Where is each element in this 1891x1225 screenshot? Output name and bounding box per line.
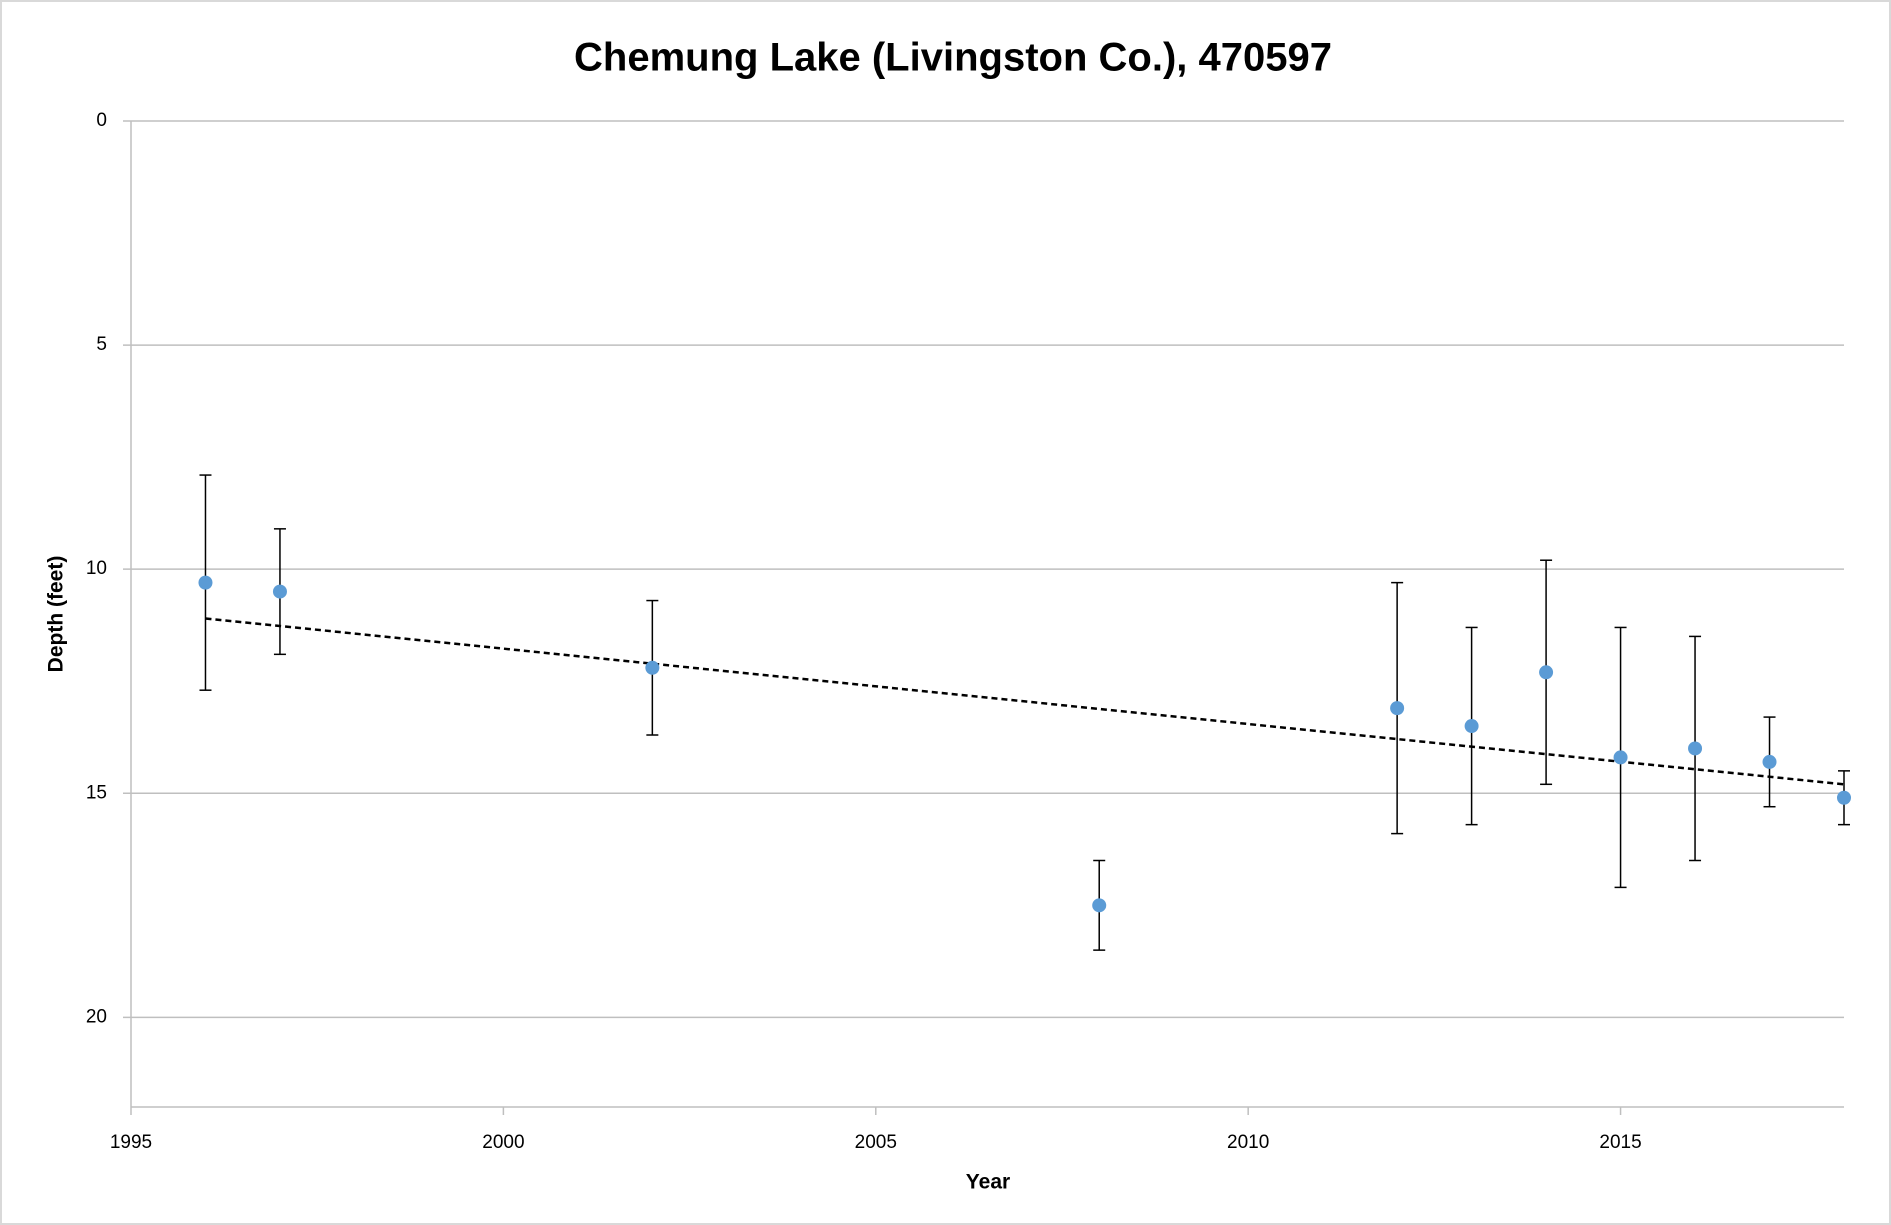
point xyxy=(1390,701,1405,716)
y-tick-label: 0 xyxy=(96,110,107,131)
point xyxy=(1762,754,1777,769)
y-tick-label: 5 xyxy=(96,334,107,355)
point xyxy=(1837,790,1851,805)
x-axis-label: Year xyxy=(966,1171,1010,1194)
trendline xyxy=(205,617,1845,786)
x-tick-label: 2015 xyxy=(1599,1132,1641,1153)
point xyxy=(198,575,213,590)
point xyxy=(1464,719,1479,734)
y-tick-label: 15 xyxy=(86,782,107,803)
point xyxy=(272,584,287,599)
y-tick-label: 10 xyxy=(86,558,107,579)
point xyxy=(1688,741,1703,756)
point xyxy=(1539,665,1554,680)
x-tick-label: 2010 xyxy=(1227,1132,1269,1153)
point xyxy=(1613,750,1628,765)
point xyxy=(1092,898,1107,913)
chart-title: Chemung Lake (Livingston Co.), 470597 xyxy=(574,36,1332,80)
y-tick-label: 20 xyxy=(86,1006,107,1027)
point xyxy=(645,660,660,675)
x-tick-label: 2005 xyxy=(855,1132,897,1153)
x-tick-label: 1995 xyxy=(110,1132,152,1153)
y-axis-label: Depth (feet) xyxy=(45,556,68,673)
x-tick-label: 2000 xyxy=(482,1132,524,1153)
